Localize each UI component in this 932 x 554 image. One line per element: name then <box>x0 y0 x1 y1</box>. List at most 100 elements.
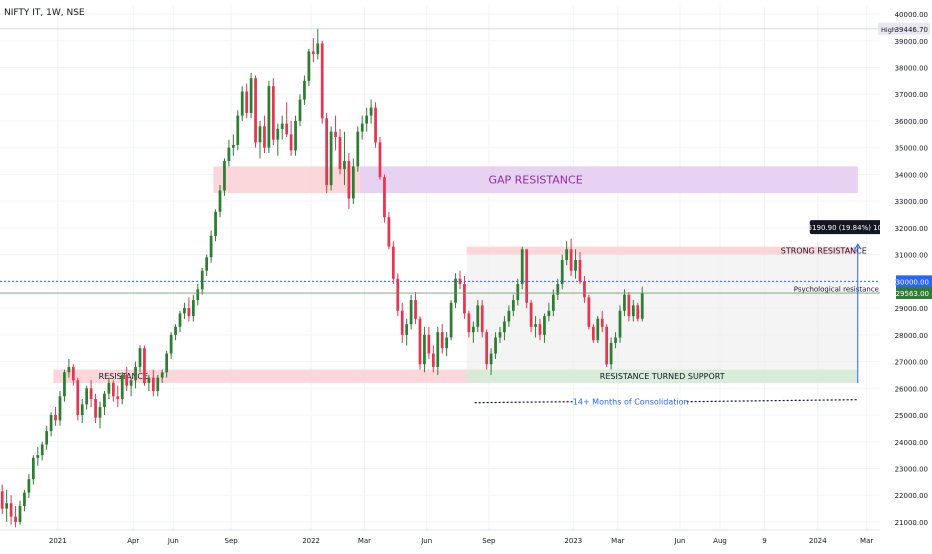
time-tick-label: Jun <box>674 537 686 545</box>
price-tick-label: 38000.00 <box>895 64 928 72</box>
time-tick-label: Sep <box>225 537 239 545</box>
time-axis[interactable]: 2021 Apr Jun Sep 2022 Mar Jun Sep 2023 Mar Jun Aug 9… <box>0 529 880 545</box>
candle-body <box>223 161 226 191</box>
candle-body <box>574 259 577 271</box>
candle-body <box>169 334 173 354</box>
candle-body <box>263 126 266 148</box>
candle-body <box>565 249 569 260</box>
candle-body <box>525 249 529 303</box>
candle-body <box>227 147 231 162</box>
candle-body <box>471 326 475 333</box>
candle-body <box>303 80 306 100</box>
candle-body <box>351 166 355 199</box>
symbol-label: NIFTY IT, 1W, NSE <box>4 8 85 18</box>
candle-body <box>285 123 289 135</box>
candle-body <box>276 128 280 140</box>
time-tick-label: Mar <box>611 537 624 545</box>
candle-body <box>5 503 9 509</box>
zone-resistance <box>53 369 480 383</box>
candle-body <box>334 131 337 137</box>
candle-body <box>591 326 595 341</box>
candle-body <box>98 407 102 418</box>
candle-body <box>311 51 315 55</box>
last-value-bg <box>896 287 932 300</box>
candle-body <box>240 91 244 116</box>
price-axis[interactable]: 21000.00 22000.00 23000.00 24000.00 25000.00… <box>878 0 932 550</box>
candle-body <box>63 372 66 397</box>
annotation-zones: GAP RESISTANCE STRONG RESISTANCE RESISTANC… <box>53 166 867 383</box>
measure-label: 5190.90 (19.84%) 103818 <box>808 224 900 232</box>
candle-body <box>174 326 177 335</box>
candle-body <box>356 131 360 167</box>
candle-body <box>529 302 533 327</box>
candle-body <box>320 43 324 119</box>
candle-body <box>151 377 155 391</box>
candle-body <box>294 120 297 151</box>
candle-body <box>329 131 333 186</box>
candle-body <box>374 107 377 143</box>
time-tick-label: 2022 <box>302 537 320 545</box>
candle-body <box>538 324 542 335</box>
candle-body <box>165 353 169 373</box>
candle-body <box>307 51 311 81</box>
candle-body <box>67 366 71 373</box>
candle-body <box>556 284 560 295</box>
candle-body <box>498 332 502 338</box>
candle-body <box>623 294 626 311</box>
candle-body <box>289 134 293 151</box>
zone-gap-resistance <box>360 166 858 194</box>
candle-body <box>636 305 640 319</box>
price-tick-label: 36000.00 <box>895 118 928 126</box>
price-tick-label: 32000.00 <box>895 225 928 233</box>
candle-body <box>480 305 484 333</box>
zone-label: STRONG RESISTANCE <box>781 246 867 255</box>
candle-body <box>89 388 93 399</box>
zone-strong-resistance <box>466 246 858 255</box>
price-axis-bg <box>880 0 932 550</box>
candle-body <box>418 318 422 365</box>
time-tick-label: 2023 <box>564 537 582 545</box>
consolidation-line-right <box>686 399 858 403</box>
annotation-overlay: Psychological resistance 5190.90 (19.84%)… <box>0 28 900 407</box>
candle-body <box>378 142 382 178</box>
candle-body <box>614 337 617 343</box>
candle-body <box>463 284 466 314</box>
candle-body <box>76 380 80 416</box>
last-value-label: 29563.00 <box>896 290 929 298</box>
candle-body <box>347 161 351 199</box>
candle-body <box>54 415 57 421</box>
gap-origin-zone <box>213 166 360 194</box>
price-tick-label: 34000.00 <box>895 171 928 179</box>
candle-body <box>449 302 453 338</box>
price-tick-label: 27000.00 <box>895 359 928 367</box>
candle-body <box>14 516 17 522</box>
time-tick-label: Jun <box>420 537 432 545</box>
candle-body <box>383 177 386 218</box>
price-tick-label: 40000.00 <box>895 11 928 19</box>
candle-body <box>267 86 271 148</box>
candle-body <box>543 316 546 335</box>
price-tick-label: 39000.00 <box>895 38 928 46</box>
high-label: High <box>881 26 896 34</box>
candle-body <box>520 249 524 285</box>
zone-label: GAP RESISTANCE <box>488 173 582 186</box>
candle-body <box>476 305 480 327</box>
candle-body <box>423 334 426 365</box>
candle-body <box>391 246 395 279</box>
candle-body <box>49 415 53 432</box>
candle-body <box>467 313 471 333</box>
price-tick-label: 33000.00 <box>895 198 928 206</box>
candle-body <box>400 310 404 335</box>
time-tick-label: Mar <box>358 537 371 545</box>
candle-body <box>218 190 222 212</box>
candle-body <box>600 318 604 327</box>
candle-body <box>343 161 346 170</box>
candle-body <box>138 348 142 367</box>
candle-body <box>183 308 186 314</box>
candle-body <box>249 78 253 113</box>
candle-body <box>427 334 431 354</box>
candle-body <box>507 310 511 322</box>
candle-body <box>583 281 586 298</box>
